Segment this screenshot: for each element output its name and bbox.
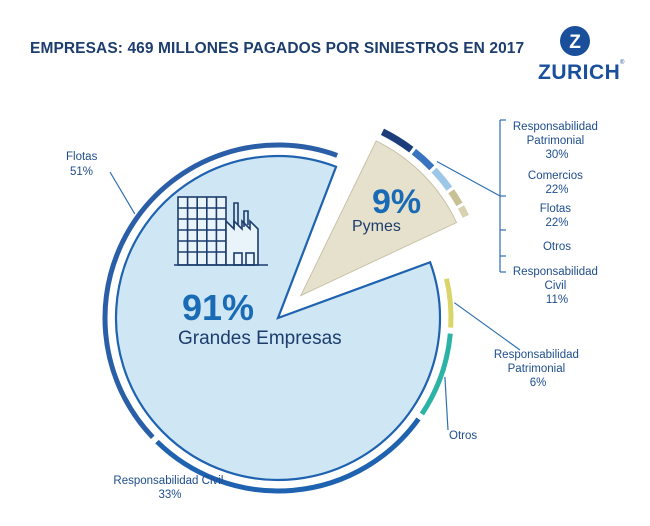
label-pymes-patrimonial: Responsabilidad Patrimonial 30% — [513, 121, 601, 161]
label-pymes-comercios: Comercios 22% — [528, 170, 586, 196]
label-pymes-comercios-name: Comercios — [528, 170, 583, 182]
label-pymes-flotas-pct: 22% — [545, 217, 568, 229]
label-grandes-otros: Otros — [449, 430, 477, 442]
label-pymes-comercios-pct: 22% — [545, 184, 568, 196]
label-pymes-civil-line2: Civil — [545, 280, 567, 292]
label-grandes-patrimonial-line1: Responsabilidad — [494, 349, 579, 361]
label-pymes-civil: Responsabilidad Civil 11% — [513, 266, 601, 306]
ring-grandes-responsabilidad-patrimonial — [444, 278, 454, 328]
label-pymes-flotas-name: Flotas — [540, 203, 572, 215]
label-pymes-patrimonial-line1: Responsabilidad — [513, 121, 598, 133]
zurich-logo-wordmark: ZURICH — [538, 61, 620, 84]
label-grandes-flotas-pct: 51% — [70, 166, 93, 178]
label-grandes-patrimonial: Responsabilidad Patrimonial 6% — [494, 349, 582, 389]
grandes-label: Grandes Empresas — [178, 328, 342, 349]
label-grandes-patrimonial-line2: Patrimonial — [508, 363, 566, 375]
label-grandes-flotas: Flotas 51% — [66, 151, 101, 178]
label-pymes-patrimonial-line2: Patrimonial — [527, 135, 585, 147]
ring-pymes-otros — [448, 189, 463, 207]
ring-pymes-comercios — [411, 148, 435, 171]
zurich-logo-badge-icon — [560, 26, 590, 56]
leader-pymes-connector — [436, 161, 501, 197]
label-pymes-patrimonial-pct: 30% — [545, 149, 568, 161]
ring-layer — [102, 128, 469, 494]
label-pymes-flotas: Flotas 22% — [540, 203, 575, 229]
zurich-logo-mark: Z — [569, 32, 581, 53]
ring-grandes-otros — [419, 333, 453, 416]
factory-icon — [174, 196, 268, 266]
label-pymes-civil-pct: 11% — [546, 294, 568, 306]
ring-grandes-flotas — [102, 142, 339, 440]
ring-grandes-responsabilidad-civil — [155, 417, 421, 494]
label-pymes-otros: Otros — [543, 241, 571, 253]
label-pymes-otros-name: Otros — [543, 241, 571, 253]
label-pymes-civil-line1: Responsabilidad — [513, 266, 598, 278]
pie-slice-pymes — [299, 140, 458, 297]
chart-title: EMPRESAS: 469 MILLONES PAGADOS POR SINIE… — [30, 40, 524, 57]
zurich-logo: Z ZURICH ® — [538, 26, 625, 84]
ring-pymes-flotas — [431, 167, 453, 191]
label-grandes-civil: Responsabilidad Civil 33% — [113, 475, 226, 501]
leader-grandes-patrimonial — [453, 302, 521, 351]
grandes-percentage: 91% — [182, 287, 254, 328]
leader-grandes-flotas — [109, 171, 136, 215]
leader-lines — [109, 119, 521, 431]
label-grandes-flotas-name: Flotas — [66, 151, 98, 163]
label-grandes-civil-name: Responsabilidad Civil — [113, 475, 223, 487]
pymes-percentage: 9% — [372, 183, 421, 221]
ring-pymes-responsabilidad-civil — [457, 205, 469, 218]
label-grandes-otros-name: Otros — [449, 430, 477, 442]
leader-grandes-otros — [444, 376, 449, 431]
pymes-label: Pymes — [352, 218, 401, 235]
zurich-registered-mark: ® — [620, 59, 625, 66]
label-grandes-patrimonial-pct: 6% — [530, 377, 547, 389]
label-grandes-civil-pct: 33% — [158, 489, 181, 501]
ring-pymes-responsabilidad-patrimonial — [380, 128, 414, 153]
